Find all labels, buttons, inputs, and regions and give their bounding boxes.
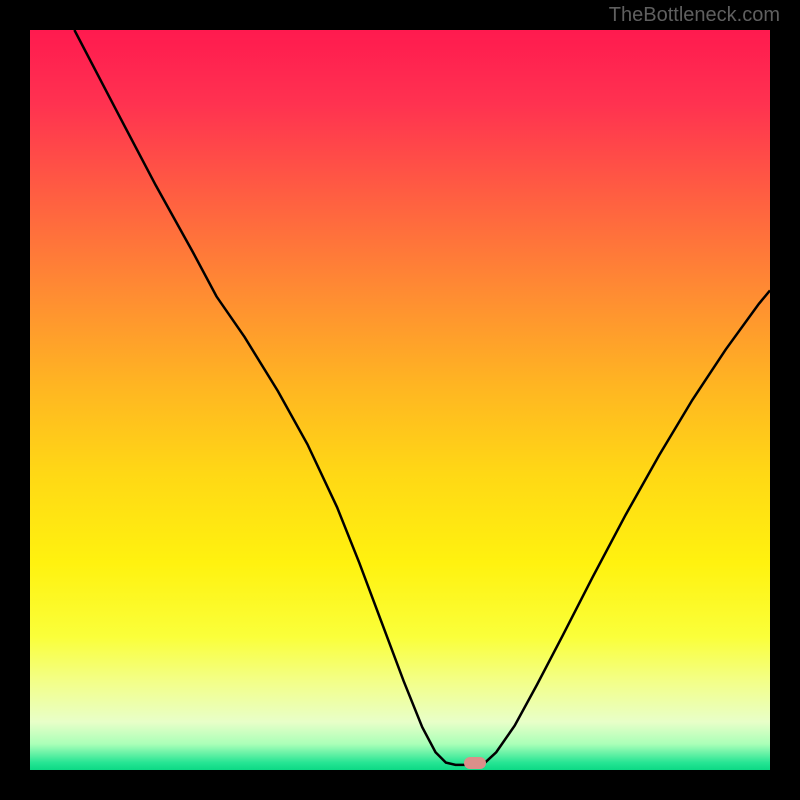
bottleneck-curve [30,30,770,770]
plot-area [30,30,770,770]
watermark-text: TheBottleneck.com [609,4,780,27]
optimum-marker [464,757,486,769]
